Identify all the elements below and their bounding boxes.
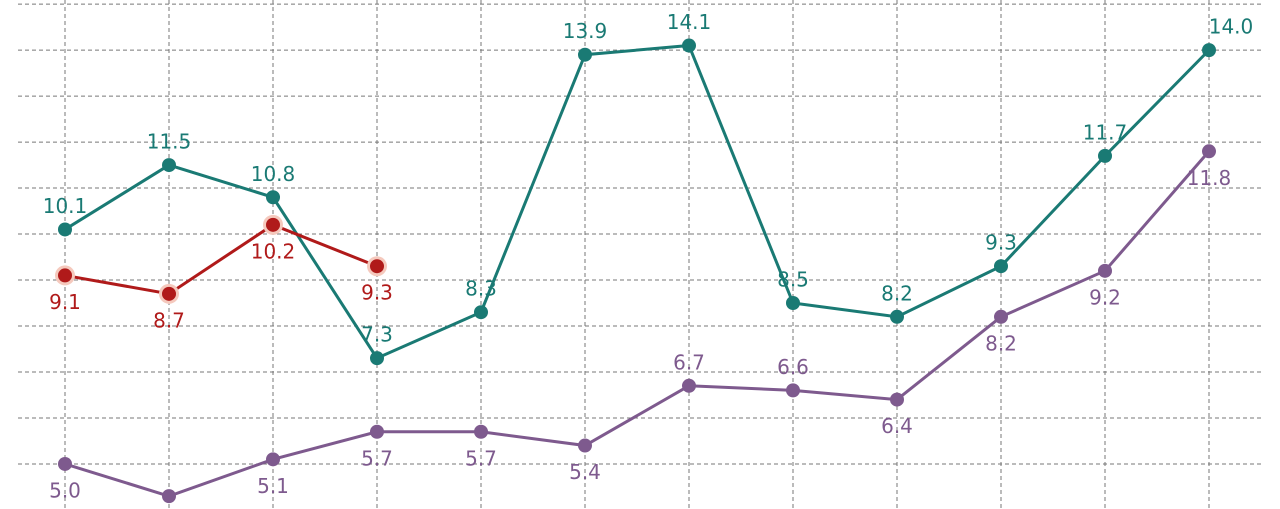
series-line xyxy=(64,150,1211,498)
point xyxy=(578,47,592,62)
point xyxy=(162,489,176,504)
point xyxy=(58,222,72,237)
data-label: 10.1 xyxy=(43,194,88,218)
data-label: 14.1 xyxy=(667,10,712,34)
data-label: 9.3 xyxy=(985,231,1017,255)
point xyxy=(58,268,72,283)
point xyxy=(994,309,1008,324)
point xyxy=(786,296,800,311)
point xyxy=(994,259,1008,274)
data-label: 9.3 xyxy=(361,281,393,305)
data-label: 13.9 xyxy=(563,19,608,43)
point xyxy=(370,259,384,274)
point xyxy=(1098,263,1112,278)
point xyxy=(578,438,592,453)
data-label: 5.7 xyxy=(465,446,497,470)
point xyxy=(890,309,904,324)
data-label: 5.1 xyxy=(257,474,289,498)
point xyxy=(1098,148,1112,163)
point xyxy=(370,424,384,439)
point xyxy=(266,452,280,467)
data-label: 8.3 xyxy=(465,277,497,301)
point xyxy=(162,158,176,173)
series-line xyxy=(64,223,378,296)
point xyxy=(786,383,800,398)
series-line xyxy=(64,43,1211,361)
point xyxy=(58,456,72,471)
point xyxy=(266,190,280,205)
point xyxy=(474,305,488,320)
point xyxy=(682,38,696,53)
point xyxy=(682,378,696,393)
data-label: 8.5 xyxy=(777,268,809,292)
data-label: 7.3 xyxy=(361,323,393,347)
point xyxy=(162,286,176,301)
data-label: 6.4 xyxy=(881,414,913,438)
data-label: 11.8 xyxy=(1187,166,1232,190)
point xyxy=(890,392,904,407)
point xyxy=(370,351,384,366)
point xyxy=(1202,43,1216,58)
data-label: 5.7 xyxy=(361,446,393,470)
point xyxy=(1202,144,1216,159)
data-label: 8.7 xyxy=(153,308,185,332)
data-label: 8.2 xyxy=(881,281,913,305)
point xyxy=(266,217,280,232)
data-label: 10.8 xyxy=(251,162,296,186)
data-label: 14.0 xyxy=(1209,15,1254,39)
data-label: 10.2 xyxy=(251,239,296,263)
data-label: 11.5 xyxy=(147,130,192,154)
data-label: 8.2 xyxy=(985,331,1017,355)
data-label: 6.6 xyxy=(777,355,809,379)
data-label: 5.4 xyxy=(569,460,601,484)
point xyxy=(474,424,488,439)
data-label: 9.1 xyxy=(49,290,81,314)
data-label: 11.7 xyxy=(1083,120,1128,144)
data-label: 6.7 xyxy=(673,350,705,374)
data-label: 9.2 xyxy=(1089,285,1121,309)
data-label: 5.0 xyxy=(49,478,81,502)
